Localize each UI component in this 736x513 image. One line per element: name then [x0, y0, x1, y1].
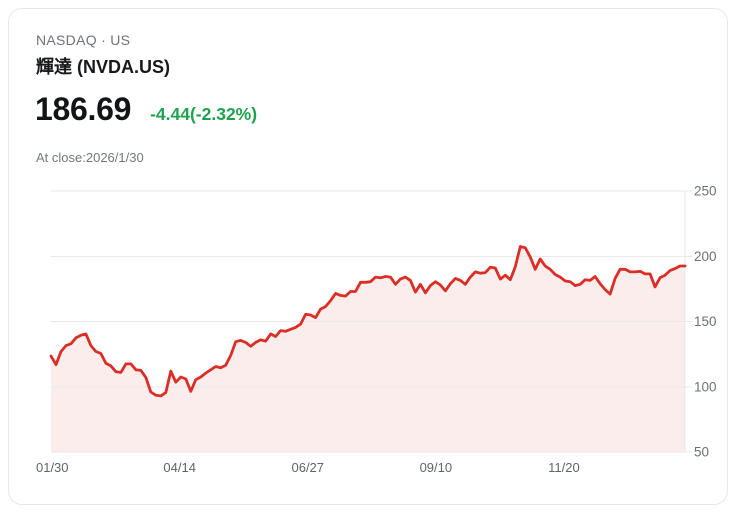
x-tick-label: 01/30 — [36, 460, 69, 475]
y-tick-label: 150 — [694, 314, 717, 329]
price-chart: 250 200 150 100 50 01/30 04/14 06/27 09/10 11/20 — [36, 184, 717, 476]
x-tick-label: 09/10 — [420, 460, 453, 475]
as-of-label: At close:2026/1/30 — [36, 150, 144, 165]
x-axis-labels: 01/30 04/14 06/27 09/10 11/20 — [36, 460, 580, 475]
price-row: 186.69 -4.44(-2.32%) — [35, 93, 257, 125]
y-axis-labels: 250 200 150 100 50 — [694, 184, 717, 460]
price-change: -4.44(-2.32%) — [150, 104, 258, 124]
chart-area-fill — [51, 246, 685, 452]
x-tick-label: 11/20 — [548, 460, 580, 475]
stock-quote-card: NASDAQ · US 輝達 (NVDA.US) 186.69 -4.44(-2… — [8, 8, 728, 505]
y-tick-label: 50 — [694, 445, 709, 460]
y-tick-label: 200 — [694, 249, 717, 264]
x-tick-label: 06/27 — [291, 460, 324, 475]
stock-title: 輝達 (NVDA.US) — [36, 57, 170, 77]
y-tick-label: 250 — [694, 184, 717, 199]
y-tick-label: 100 — [694, 379, 717, 394]
exchange-label: NASDAQ · US — [36, 32, 131, 48]
x-tick-label: 04/14 — [163, 460, 196, 475]
last-price: 186.69 — [35, 91, 132, 127]
chart-gridlines — [51, 190, 692, 453]
chart-price-line — [49, 245, 687, 398]
